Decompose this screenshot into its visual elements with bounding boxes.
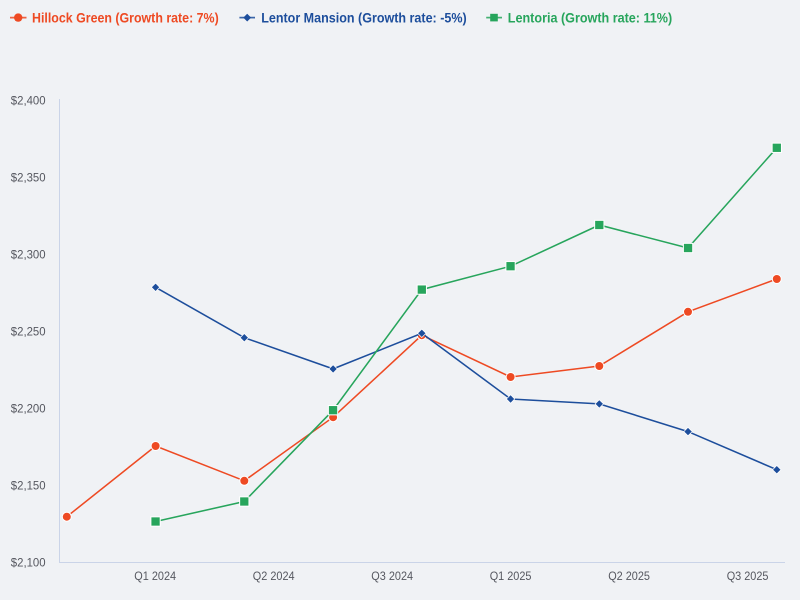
- svg-text:$2,300: $2,300: [11, 247, 46, 261]
- svg-text:Q1 2024: Q1 2024: [134, 569, 176, 583]
- svg-text:$2,400: $2,400: [11, 93, 46, 107]
- svg-text:$2,200: $2,200: [11, 401, 46, 415]
- svg-text:$2,350: $2,350: [11, 170, 46, 184]
- svg-text:Q2 2025: Q2 2025: [608, 569, 650, 583]
- svg-text:Q2 2024: Q2 2024: [253, 569, 295, 583]
- svg-text:Lentor Mansion (Growth rate: -: Lentor Mansion (Growth rate: -5%): [261, 10, 467, 25]
- svg-text:Lentoria (Growth rate: 11%): Lentoria (Growth rate: 11%): [508, 10, 672, 25]
- svg-text:Hillock Green (Growth rate: 7%: Hillock Green (Growth rate: 7%): [32, 10, 219, 25]
- svg-text:$2,100: $2,100: [11, 555, 46, 569]
- svg-text:$2,250: $2,250: [11, 324, 46, 338]
- svg-text:$2,150: $2,150: [11, 478, 46, 492]
- svg-text:Q3 2025: Q3 2025: [727, 569, 769, 583]
- svg-text:Q1 2025: Q1 2025: [490, 569, 532, 583]
- svg-text:Q3 2024: Q3 2024: [371, 569, 413, 583]
